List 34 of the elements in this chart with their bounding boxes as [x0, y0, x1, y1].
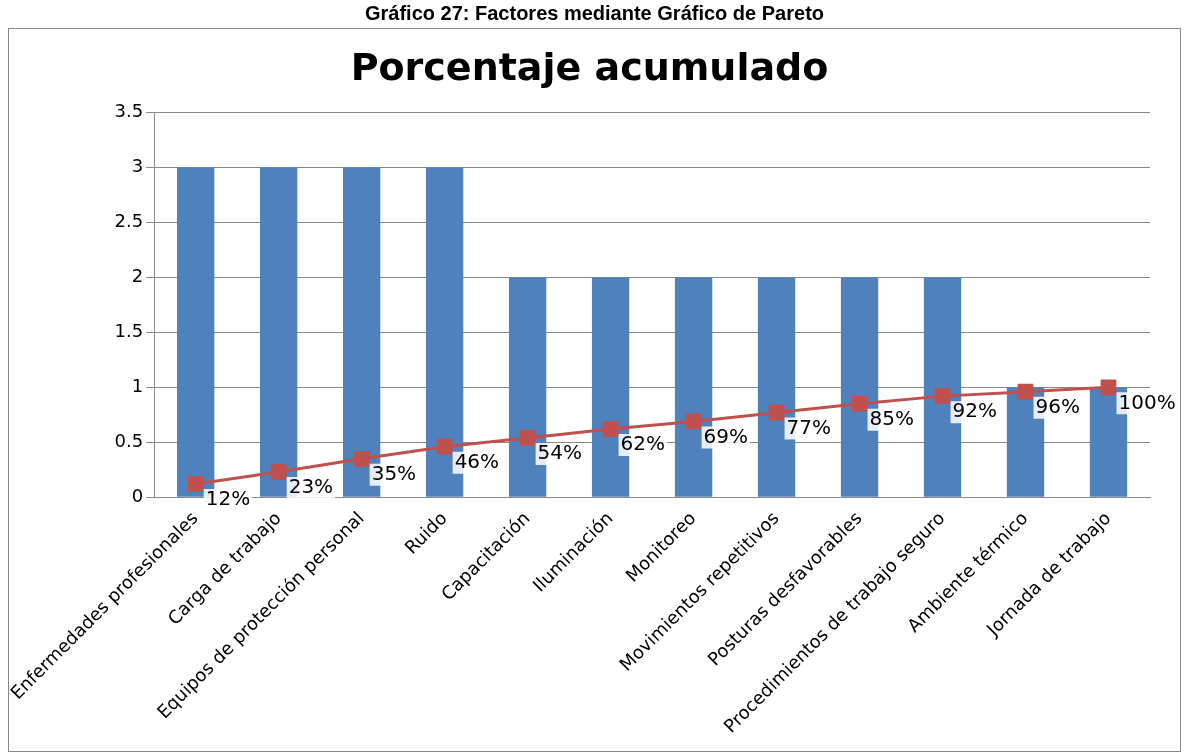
point — [602, 421, 619, 437]
data-label: 35% — [371, 460, 417, 485]
point — [1100, 379, 1117, 396]
y-tick-label: 2.5 — [114, 210, 144, 232]
point — [768, 404, 785, 421]
point — [851, 395, 868, 412]
point — [436, 438, 453, 455]
point — [519, 430, 536, 446]
point — [270, 464, 287, 480]
data-label: 23% — [288, 474, 334, 499]
y-tick-label: 1.5 — [114, 320, 144, 342]
y-tick-label: 1 — [131, 375, 144, 397]
data-label: 77% — [786, 414, 832, 439]
data-label: 46% — [454, 448, 500, 473]
data-label: 12% — [205, 486, 251, 511]
point — [1017, 383, 1034, 400]
point — [353, 450, 370, 467]
data-label: 62% — [620, 431, 666, 456]
text: Gráfico 27: Factores mediante Gráfico de Pareto — [363, 2, 825, 24]
point — [934, 388, 951, 404]
y-tick-label: 0.5 — [114, 429, 144, 451]
y-tick-label: 2 — [131, 265, 144, 287]
data-label: 69% — [703, 423, 749, 448]
point — [187, 476, 204, 492]
chart-title: Porcentaje acumulado — [350, 44, 829, 89]
data-label: 92% — [952, 398, 997, 423]
y-tick-label: 3.5 — [114, 100, 144, 122]
y-tick-label: 0 — [131, 484, 144, 506]
point — [685, 413, 702, 430]
data-label: 100% — [1118, 389, 1176, 414]
y-tick-label: 3 — [131, 155, 144, 177]
data-label: 96% — [1035, 393, 1080, 418]
data-label: 54% — [537, 440, 583, 465]
data-label: 85% — [869, 406, 915, 431]
